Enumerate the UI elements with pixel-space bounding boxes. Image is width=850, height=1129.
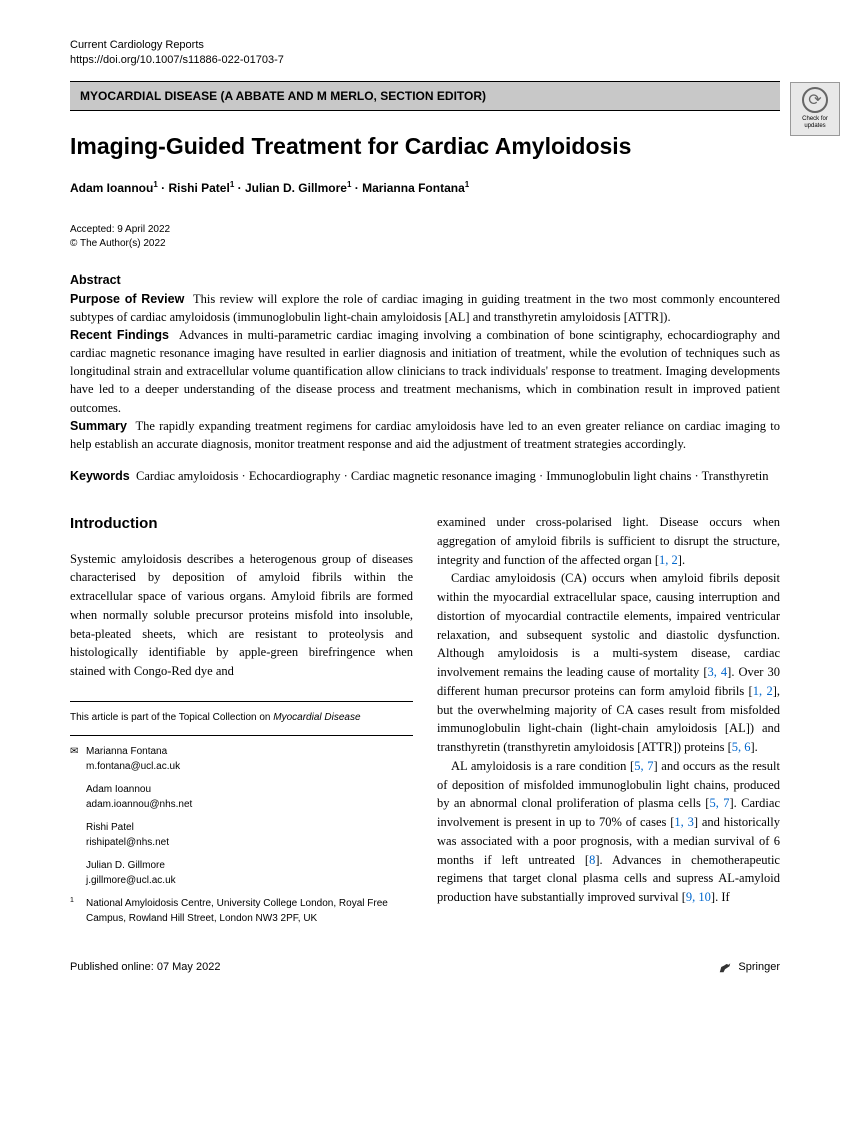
- corr-name-1: Adam Ioannou: [86, 782, 413, 797]
- affil-text: National Amyloidosis Centre, University …: [86, 898, 388, 924]
- left-column: Introduction Systemic amyloidosis descri…: [70, 513, 413, 930]
- authors-line: Adam Ioannou1 · Rishi Patel1 · Julian D.…: [70, 180, 780, 195]
- intro-p2: Cardiac amyloidosis (CA) occurs when amy…: [437, 569, 780, 757]
- publisher-logo: Springer: [716, 958, 780, 976]
- body-columns: Introduction Systemic amyloidosis descri…: [70, 513, 780, 930]
- section-label: MYOCARDIAL DISEASE (A ABBATE AND M MERLO…: [80, 89, 486, 103]
- header-meta: Current Cardiology Reports https://doi.o…: [70, 38, 780, 69]
- summary-label: Summary: [70, 419, 127, 433]
- corr-name-0: Marianna Fontana: [86, 744, 413, 759]
- corr-author-1: Adam Ioannou adam.ioannou@nhs.net: [70, 782, 413, 812]
- keywords-text: Cardiac amyloidosis · Echocardiography ·…: [136, 469, 768, 483]
- springer-horse-icon: [716, 958, 734, 976]
- corr-author-3: Julian D. Gillmore j.gillmore@ucl.ac.uk: [70, 858, 413, 888]
- corr-name-3: Julian D. Gillmore: [86, 858, 413, 873]
- abstract-heading: Abstract: [70, 273, 780, 287]
- page-footer: Published online: 07 May 2022 Springer: [70, 958, 780, 976]
- topical-note-em: Myocardial Disease: [273, 712, 360, 723]
- abstract-body: Purpose of Review This review will explo…: [70, 290, 780, 453]
- corr-email-0[interactable]: m.fontana@ucl.ac.uk: [86, 759, 413, 774]
- corr-author-0: Marianna Fontana m.fontana@ucl.ac.uk: [70, 744, 413, 774]
- right-column: examined under cross-polarised light. Di…: [437, 513, 780, 930]
- publisher-name: Springer: [738, 961, 780, 973]
- intro-p1-right: examined under cross-polarised light. Di…: [437, 513, 780, 569]
- article-title: Imaging-Guided Treatment for Cardiac Amy…: [70, 133, 780, 160]
- footnote-box: This article is part of the Topical Coll…: [70, 701, 413, 926]
- ref-link[interactable]: 1, 2: [753, 684, 773, 698]
- check-updates-label: Check for updates: [791, 116, 839, 130]
- copyright: © The Author(s) 2022: [70, 237, 780, 251]
- ref-link[interactable]: 5, 6: [732, 740, 751, 754]
- published-date: Published online: 07 May 2022: [70, 961, 220, 973]
- accepted-date: Accepted: 9 April 2022: [70, 223, 780, 237]
- purpose-label: Purpose of Review: [70, 292, 184, 306]
- section-bar: MYOCARDIAL DISEASE (A ABBATE AND M MERLO…: [70, 81, 780, 111]
- ref-link[interactable]: 1, 2: [659, 553, 678, 567]
- findings-label: Recent Findings: [70, 328, 169, 342]
- affiliation: 1 National Amyloidosis Centre, Universit…: [70, 896, 413, 926]
- corr-email-1[interactable]: adam.ioannou@nhs.net: [86, 797, 413, 812]
- keywords-label: Keywords: [70, 469, 130, 483]
- check-updates-icon: ⟳: [802, 87, 828, 113]
- journal-name: Current Cardiology Reports: [70, 38, 780, 53]
- summary-text: The rapidly expanding treatment regimens…: [70, 419, 780, 451]
- corr-email-3[interactable]: j.gillmore@ucl.ac.uk: [86, 873, 413, 888]
- ref-link[interactable]: 5, 7: [709, 796, 729, 810]
- keywords-block: Keywords Cardiac amyloidosis · Echocardi…: [70, 467, 780, 485]
- page: Current Cardiology Reports https://doi.o…: [0, 0, 850, 1006]
- topical-note: This article is part of the Topical Coll…: [70, 710, 413, 725]
- doi-link[interactable]: https://doi.org/10.1007/s11886-022-01703…: [70, 53, 780, 68]
- findings-text: Advances in multi-parametric cardiac ima…: [70, 328, 780, 415]
- ref-link[interactable]: 1, 3: [674, 815, 693, 829]
- article-dates: Accepted: 9 April 2022 © The Author(s) 2…: [70, 223, 780, 251]
- intro-p3: AL amyloidosis is a rare condition [5, 7…: [437, 757, 780, 907]
- correspondence-block: Marianna Fontana m.fontana@ucl.ac.uk Ada…: [70, 735, 413, 926]
- affil-num: 1: [70, 896, 74, 907]
- corr-email-2[interactable]: rishipatel@nhs.net: [86, 835, 413, 850]
- topical-note-pre: This article is part of the Topical Coll…: [70, 712, 273, 723]
- intro-heading: Introduction: [70, 513, 413, 536]
- check-updates-badge[interactable]: ⟳ Check for updates: [790, 82, 840, 136]
- corr-name-2: Rishi Patel: [86, 820, 413, 835]
- ref-link[interactable]: 3, 4: [708, 665, 728, 679]
- ref-link[interactable]: 5, 7: [634, 759, 653, 773]
- corr-author-2: Rishi Patel rishipatel@nhs.net: [70, 820, 413, 850]
- intro-p1-left: Systemic amyloidosis describes a heterog…: [70, 550, 413, 681]
- ref-link[interactable]: 9, 10: [686, 890, 711, 904]
